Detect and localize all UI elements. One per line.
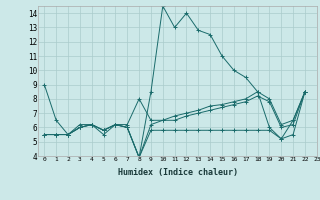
X-axis label: Humidex (Indice chaleur): Humidex (Indice chaleur)	[118, 168, 238, 177]
